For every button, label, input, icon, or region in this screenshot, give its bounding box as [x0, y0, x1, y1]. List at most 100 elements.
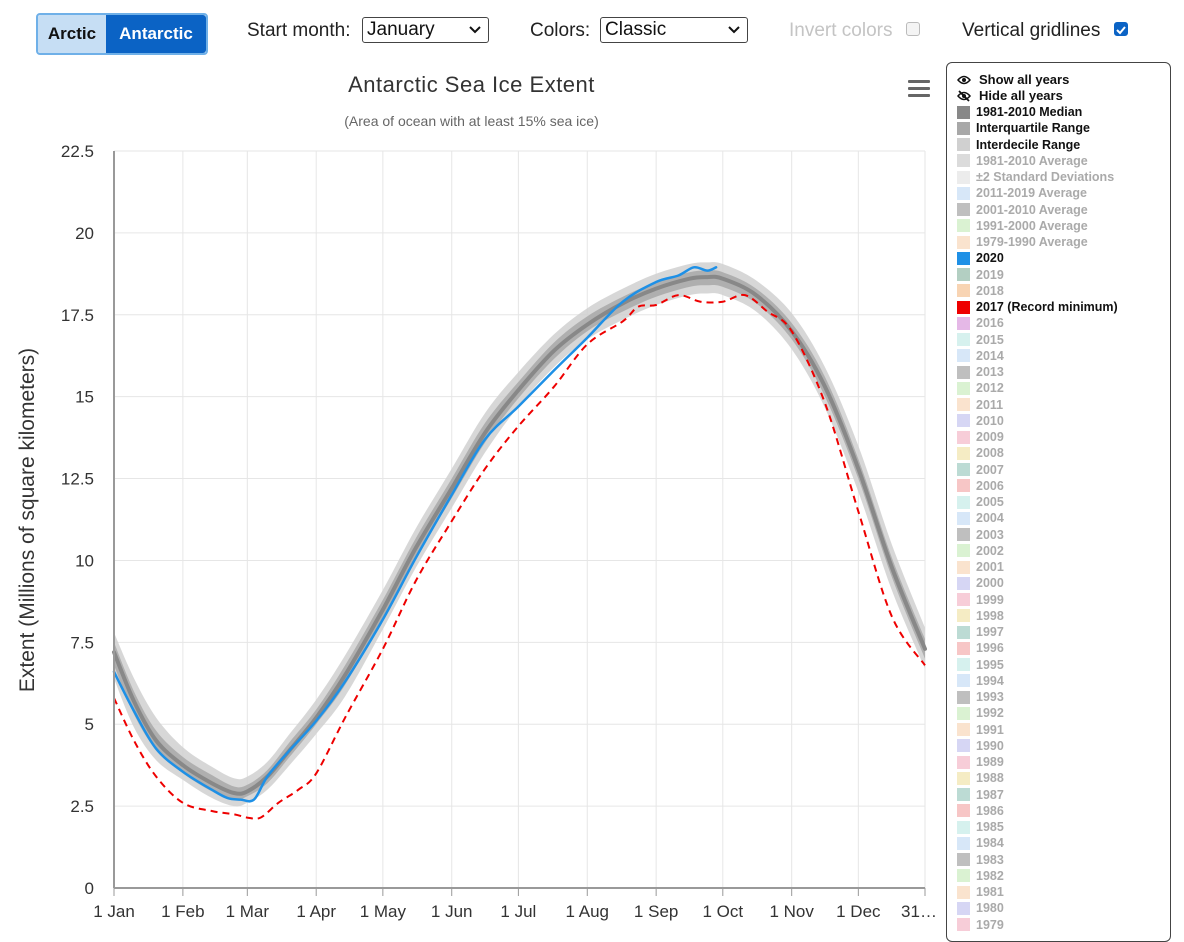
legend-item[interactable]: 2002 — [957, 543, 1170, 559]
show-all-years-button[interactable]: Show all years — [957, 72, 1170, 88]
legend-item-label: 1979 — [976, 917, 1004, 932]
x-tick-label: 1 Jan — [93, 902, 135, 921]
legend-item[interactable]: 2020 — [957, 250, 1170, 266]
legend-item[interactable]: 2013 — [957, 364, 1170, 380]
legend-item[interactable]: 2011-2019 Average — [957, 185, 1170, 201]
antarctic-button[interactable]: Antarctic — [106, 15, 206, 53]
legend-swatch — [957, 300, 970, 314]
legend-item[interactable]: 1990 — [957, 738, 1170, 754]
legend-item[interactable]: 2017 (Record minimum) — [957, 299, 1170, 315]
hide-all-years-label: Hide all years — [979, 88, 1063, 103]
legend-item[interactable]: 1988 — [957, 770, 1170, 786]
legend-swatch — [957, 625, 970, 639]
legend-item[interactable]: 1979 — [957, 917, 1170, 933]
y-tick-label: 2.5 — [70, 797, 94, 816]
legend-item[interactable]: 2018 — [957, 283, 1170, 299]
legend-swatch — [957, 284, 970, 298]
legend-item[interactable]: 2010 — [957, 413, 1170, 429]
legend-item[interactable]: 2014 — [957, 348, 1170, 364]
legend-swatch — [957, 398, 970, 412]
legend-item[interactable]: 2004 — [957, 510, 1170, 526]
legend-item[interactable]: 1981-2010 Average — [957, 153, 1170, 169]
legend-item-label: 2002 — [976, 543, 1004, 558]
legend-item[interactable]: 2006 — [957, 478, 1170, 494]
eye-icon — [957, 75, 971, 85]
invert-colors-checkbox[interactable] — [906, 22, 920, 36]
legend-swatch — [957, 365, 970, 379]
legend-item[interactable]: ±2 Standard Deviations — [957, 169, 1170, 185]
legend-item[interactable]: 2009 — [957, 429, 1170, 445]
vertical-gridlines-checkbox[interactable] — [1114, 22, 1128, 36]
legend-item[interactable]: Interquartile Range — [957, 120, 1170, 136]
legend-item[interactable]: 1981 — [957, 884, 1170, 900]
legend-item[interactable]: 1994 — [957, 673, 1170, 689]
legend-item[interactable]: 1992 — [957, 705, 1170, 721]
legend-item[interactable]: 1998 — [957, 608, 1170, 624]
legend-item-label: 1996 — [976, 641, 1004, 656]
legend-item[interactable]: 2001-2010 Average — [957, 202, 1170, 218]
legend-item[interactable]: 2007 — [957, 462, 1170, 478]
legend-item[interactable]: 2000 — [957, 575, 1170, 591]
legend-item[interactable]: 2019 — [957, 267, 1170, 283]
legend-item[interactable]: 1997 — [957, 624, 1170, 640]
legend-swatch — [957, 333, 970, 347]
legend-item[interactable]: 2001 — [957, 559, 1170, 575]
legend-item[interactable]: 1980 — [957, 900, 1170, 916]
legend-item[interactable]: Interdecile Range — [957, 137, 1170, 153]
legend-item[interactable]: 2003 — [957, 527, 1170, 543]
legend-swatch — [957, 414, 970, 428]
legend-item[interactable]: 2012 — [957, 380, 1170, 396]
legend-item[interactable]: 2015 — [957, 332, 1170, 348]
legend-item-label: 2013 — [976, 365, 1004, 380]
legend-item-label: 1982 — [976, 868, 1004, 883]
legend-item[interactable]: 1986 — [957, 803, 1170, 819]
legend-item[interactable]: 1996 — [957, 640, 1170, 656]
legend-item[interactable]: 1982 — [957, 868, 1170, 884]
legend-item[interactable]: 1984 — [957, 835, 1170, 851]
chevron-down-icon — [469, 26, 481, 34]
legend-item-label: 1998 — [976, 608, 1004, 623]
chevron-down-icon — [728, 26, 740, 34]
legend-swatch — [957, 739, 970, 753]
legend-item[interactable]: 1985 — [957, 819, 1170, 835]
x-tick-label: 31… — [901, 902, 937, 921]
legend-item-label: 1981-2010 Average — [976, 153, 1088, 168]
legend-item[interactable]: 2016 — [957, 315, 1170, 331]
hamburger-menu-icon[interactable] — [908, 80, 930, 98]
start-month-select[interactable]: January — [362, 17, 489, 43]
legend-item-label: 2020 — [976, 251, 1004, 266]
legend-item-label: 2009 — [976, 430, 1004, 445]
legend-item-label: 2015 — [976, 332, 1004, 347]
hide-all-years-button[interactable]: Hide all years — [957, 88, 1170, 104]
legend-item[interactable]: 1991-2000 Average — [957, 218, 1170, 234]
legend-swatch — [957, 593, 970, 607]
legend-item[interactable]: 2008 — [957, 445, 1170, 461]
x-tick-label: 1 Dec — [836, 902, 881, 921]
legend-item[interactable]: 1989 — [957, 754, 1170, 770]
legend-item[interactable]: 2005 — [957, 494, 1170, 510]
legend-item[interactable]: 1993 — [957, 689, 1170, 705]
legend-item[interactable]: 2011 — [957, 397, 1170, 413]
legend-item[interactable]: 1999 — [957, 592, 1170, 608]
chart-subtitle: (Area of ocean with at least 15% sea ice… — [344, 113, 599, 129]
legend-item-label: 2004 — [976, 511, 1004, 526]
legend-item-label: 2018 — [976, 283, 1004, 298]
legend-item[interactable]: 1987 — [957, 787, 1170, 803]
y-tick-label: 22.5 — [61, 142, 94, 161]
start-month-label: Start month: — [247, 20, 351, 41]
y-tick-label: 0 — [85, 879, 94, 898]
arctic-button[interactable]: Arctic — [38, 15, 106, 53]
legend-swatch — [957, 511, 970, 525]
legend-swatch — [957, 641, 970, 655]
legend-item[interactable]: 1991 — [957, 722, 1170, 738]
legend-item-label: 2007 — [976, 462, 1004, 477]
legend-item-label: 2010 — [976, 413, 1004, 428]
legend-item[interactable]: 1983 — [957, 852, 1170, 868]
legend-item-label: 1993 — [976, 690, 1004, 705]
legend-item[interactable]: 1995 — [957, 657, 1170, 673]
colors-select[interactable]: Classic — [600, 17, 748, 43]
x-tick-label: 1 Feb — [161, 902, 204, 921]
legend-item[interactable]: 1979-1990 Average — [957, 234, 1170, 250]
legend-swatch — [957, 381, 970, 395]
legend-item[interactable]: 1981-2010 Median — [957, 104, 1170, 120]
